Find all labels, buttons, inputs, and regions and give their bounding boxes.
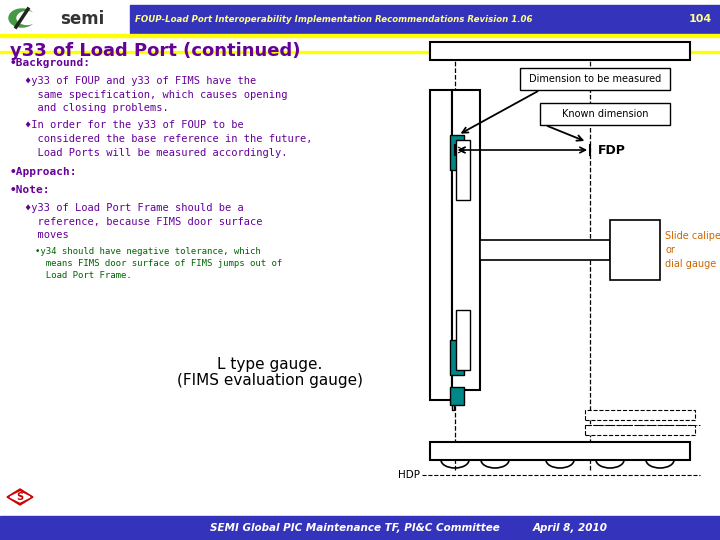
Text: •Approach:: •Approach: (10, 167, 78, 177)
Text: reference, because FIMS door surface: reference, because FIMS door surface (25, 217, 263, 226)
Text: same specification, which causes opening: same specification, which causes opening (25, 90, 287, 99)
Text: •Background:: •Background: (10, 58, 91, 68)
Polygon shape (10, 492, 30, 502)
Text: 104: 104 (689, 14, 712, 24)
Text: HDP: HDP (398, 470, 420, 480)
Text: S: S (17, 492, 24, 502)
Bar (585, 410, 695, 420)
Text: Dimension to be measured: Dimension to be measured (529, 74, 661, 84)
Text: Load Ports will be measured accordingly.: Load Ports will be measured accordingly. (25, 147, 287, 158)
Bar (610, 220, 660, 280)
Text: FOUP-Load Port Interoperability Implementation Recommendations Revision 1.06: FOUP-Load Port Interoperability Implemen… (135, 15, 533, 24)
Bar (430, 442, 690, 460)
Bar (540, 103, 670, 125)
Text: and closing problems.: and closing problems. (25, 103, 168, 113)
Bar (430, 90, 452, 400)
Bar (0, 0, 720, 35)
Text: Slide caliper
or
dial gauge: Slide caliper or dial gauge (665, 231, 720, 269)
Text: L type gauge.: L type gauge. (217, 357, 323, 373)
Bar (450, 387, 464, 405)
Text: (FIMS evaluation gauge): (FIMS evaluation gauge) (177, 373, 363, 388)
Text: •y34 should have negative tolerance, which: •y34 should have negative tolerance, whi… (35, 246, 261, 255)
Bar (452, 90, 480, 390)
Bar (0, 516, 720, 540)
Text: ♦In order for the y33 of FOUP to be: ♦In order for the y33 of FOUP to be (25, 120, 244, 131)
Bar (480, 240, 610, 260)
Text: ♦y33 of Load Port Frame should be a: ♦y33 of Load Port Frame should be a (25, 203, 244, 213)
Polygon shape (7, 489, 33, 505)
Text: y33 of Load Port (continued): y33 of Load Port (continued) (10, 42, 300, 60)
Bar (585, 425, 695, 435)
Text: FDP: FDP (598, 144, 626, 157)
Bar (0, 51, 720, 53)
Text: means FIMS door surface of FIMS jumps out of: means FIMS door surface of FIMS jumps ou… (35, 259, 282, 267)
Text: ♦y33 of FOUP and y33 of FIMS have the: ♦y33 of FOUP and y33 of FIMS have the (25, 76, 256, 86)
Bar (450, 340, 464, 375)
Bar (430, 42, 690, 60)
Text: April 8, 2010: April 8, 2010 (533, 523, 608, 533)
Text: considered the base reference in the future,: considered the base reference in the fut… (25, 134, 312, 144)
Text: Load Port Frame.: Load Port Frame. (35, 271, 132, 280)
Bar (456, 140, 470, 200)
Text: SEMI Global PIC Maintenance TF, PI&C Committee: SEMI Global PIC Maintenance TF, PI&C Com… (210, 523, 500, 533)
Text: •Note:: •Note: (10, 185, 50, 195)
Ellipse shape (9, 9, 35, 27)
Text: Known dimension: Known dimension (562, 109, 648, 119)
Text: moves: moves (25, 230, 68, 240)
Bar (0, 34, 720, 37)
Bar (130, 5, 720, 35)
Bar (450, 135, 464, 170)
Bar (520, 68, 670, 90)
Bar (456, 310, 470, 370)
Ellipse shape (17, 11, 37, 24)
Bar (452, 392, 454, 410)
Text: semi: semi (60, 10, 104, 28)
